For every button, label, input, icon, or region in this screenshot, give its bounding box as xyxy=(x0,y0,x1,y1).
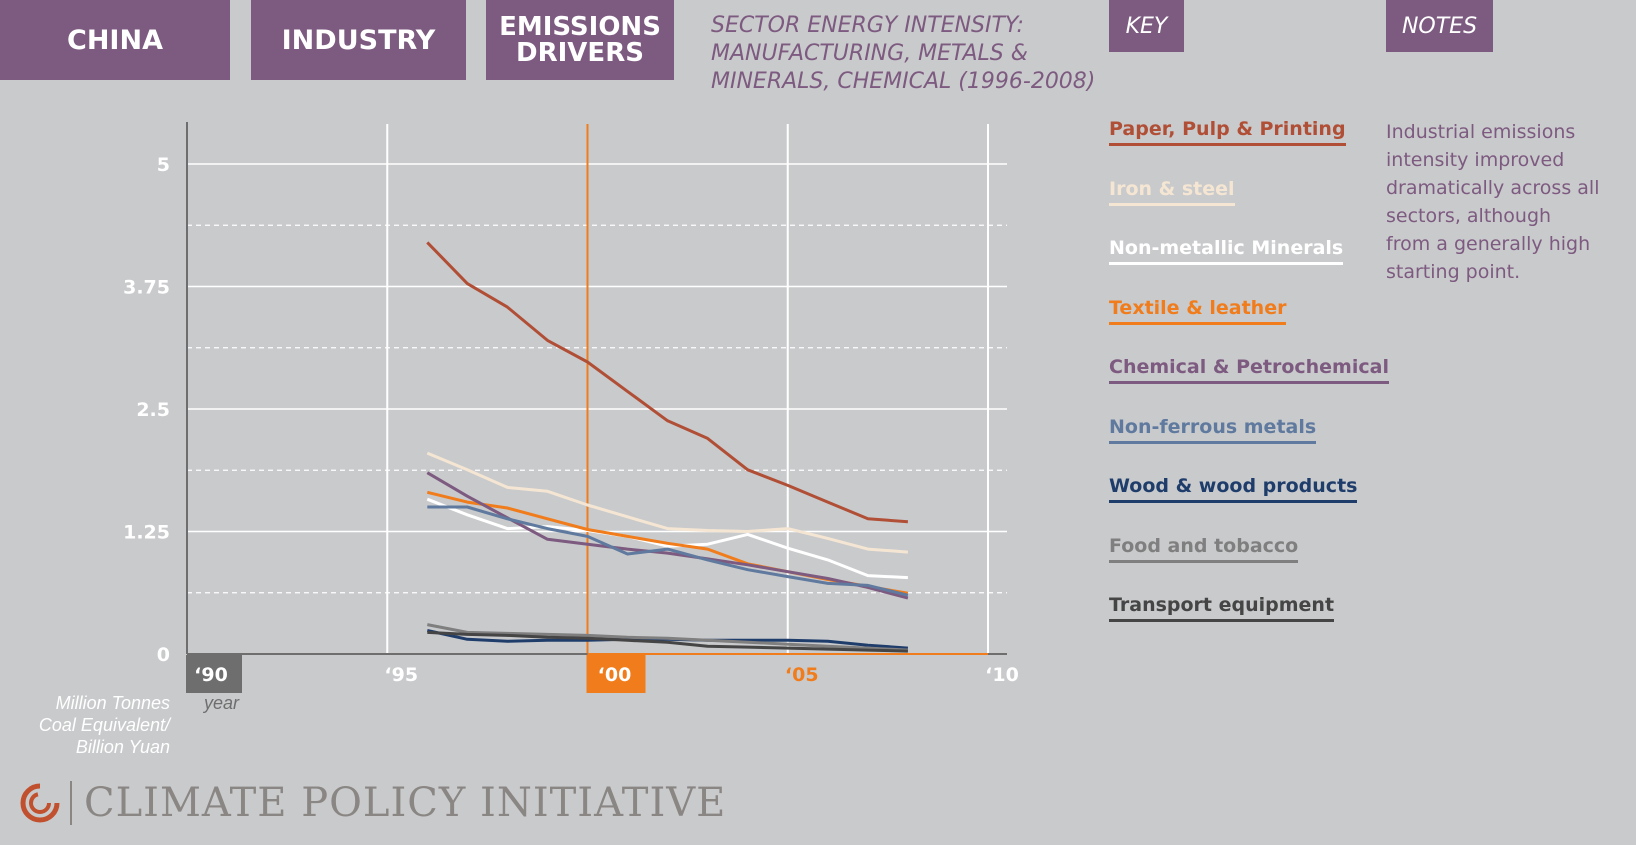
y-tick-label: 3.75 xyxy=(123,277,170,299)
series-line xyxy=(427,505,909,597)
legend-item: Textile & leather xyxy=(1109,297,1287,325)
series-line xyxy=(426,451,909,554)
x-tick-label: ‘90 xyxy=(194,664,228,686)
tab-industry[interactable]: INDUSTRY xyxy=(251,0,466,80)
series-line xyxy=(426,490,909,595)
chart-title: SECTOR ENERGY INTENSITY: MANUFACTURING, … xyxy=(711,13,1096,94)
legend-item: Wood & wood products xyxy=(1109,475,1358,503)
line-chart: 0 1.25 2.5 3.75 5 ‘90 ‘95 ‘00 ‘05 ‘10 xyxy=(123,122,1019,693)
x-tick-label: ‘10 xyxy=(985,664,1019,686)
key-header: KEY xyxy=(1109,0,1184,52)
cpi-logo-icon xyxy=(20,783,60,823)
series-line xyxy=(426,241,909,524)
legend-item: Transport equipment xyxy=(1109,594,1335,622)
footer: CLIMATE POLICY INITIATIVE xyxy=(18,780,726,826)
series-line xyxy=(427,623,908,652)
y-tick-label: 1.25 xyxy=(123,522,170,544)
y-tick-label: 2.5 xyxy=(136,399,170,421)
series-line xyxy=(427,630,908,653)
x-axis-label: year xyxy=(204,693,240,713)
y-axis-unit-label: Million Tonnes Coal Equivalent/ Billion … xyxy=(38,693,170,757)
x-tick-label: ‘05 xyxy=(785,664,819,686)
notes-text: Industrial emissions intensity improved … xyxy=(1386,121,1600,283)
legend-item: Iron & steel xyxy=(1109,178,1235,206)
footer-divider xyxy=(70,781,72,825)
x-tick-box xyxy=(186,655,242,693)
organization-name: CLIMATE POLICY INITIATIVE xyxy=(84,780,727,826)
notes-header: NOTES xyxy=(1386,0,1493,52)
x-tick-label: ‘95 xyxy=(384,664,418,686)
legend-item: Food and tobacco xyxy=(1109,535,1299,563)
legend-item: Non-metallic Minerals xyxy=(1109,237,1344,265)
y-tick-label: 0 xyxy=(157,644,170,666)
legend-item: Paper, Pulp & Printing xyxy=(1109,118,1346,146)
tab-china[interactable]: CHINA xyxy=(0,0,230,80)
x-tick-box-highlight xyxy=(586,655,646,693)
series-line xyxy=(426,497,908,580)
legend-item: Chemical & Petrochemical xyxy=(1109,356,1389,384)
x-tick-label: ‘00 xyxy=(598,664,632,686)
y-tick-label: 5 xyxy=(157,154,170,176)
tab-emissions-drivers[interactable]: EMISSIONS DRIVERS xyxy=(486,0,674,80)
legend-item: Non-ferrous metals xyxy=(1109,416,1317,444)
series-line xyxy=(426,471,909,600)
